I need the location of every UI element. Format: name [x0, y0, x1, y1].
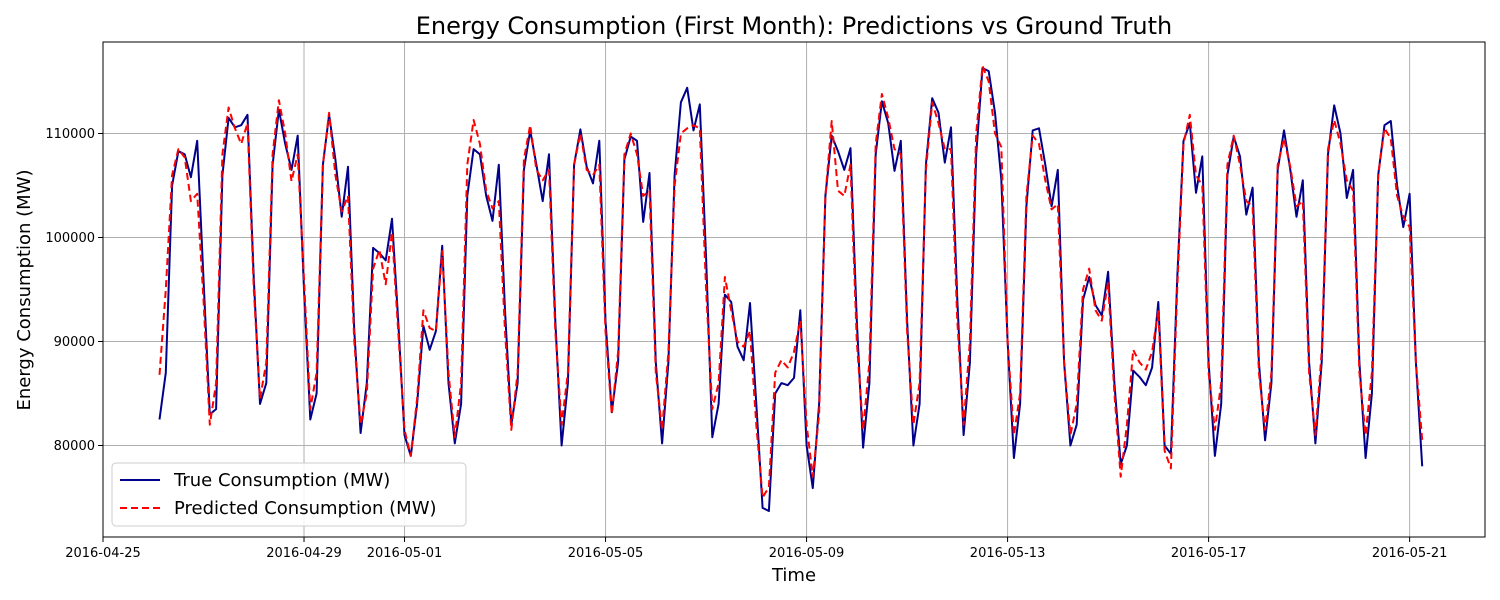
- predicted-consumption-line: [158, 64, 1424, 499]
- x-axis: 2016-04-25 2016-04-29 2016-05-01 2016-05-05…: [65, 537, 1447, 561]
- y-tick-label: 90000: [54, 335, 95, 350]
- y-tick-label: 100000: [45, 231, 95, 246]
- y-axis: 80000 90000 100000 110000: [45, 127, 103, 454]
- x-axis-label: Time: [771, 565, 816, 586]
- x-tick-label: 2016-05-01: [367, 546, 443, 561]
- x-tick-label: 2016-05-05: [568, 546, 644, 561]
- legend-label-predicted: Predicted Consumption (MW): [174, 498, 437, 519]
- plot-frame: [102, 41, 1486, 538]
- y-tick-label: 80000: [54, 439, 95, 454]
- x-tick-label: 2016-04-25: [65, 546, 141, 561]
- x-tick-label: 2016-05-21: [1372, 546, 1448, 561]
- legend: True Consumption (MW) Predicted Consumpt…: [111, 462, 467, 527]
- y-axis-label: Energy Consumption (MW): [14, 169, 35, 410]
- x-tick-label: 2016-05-17: [1171, 546, 1247, 561]
- series-layer: [158, 64, 1424, 512]
- legend-label-true: True Consumption (MW): [173, 470, 390, 491]
- x-tick-label: 2016-05-09: [769, 546, 845, 561]
- x-tick-label: 2016-04-29: [266, 546, 342, 561]
- x-tick-label: 2016-05-13: [970, 546, 1046, 561]
- chart-title: Energy Consumption (First Month): Predic…: [416, 12, 1172, 40]
- y-tick-label: 110000: [45, 127, 95, 142]
- legend-box: [111, 462, 467, 527]
